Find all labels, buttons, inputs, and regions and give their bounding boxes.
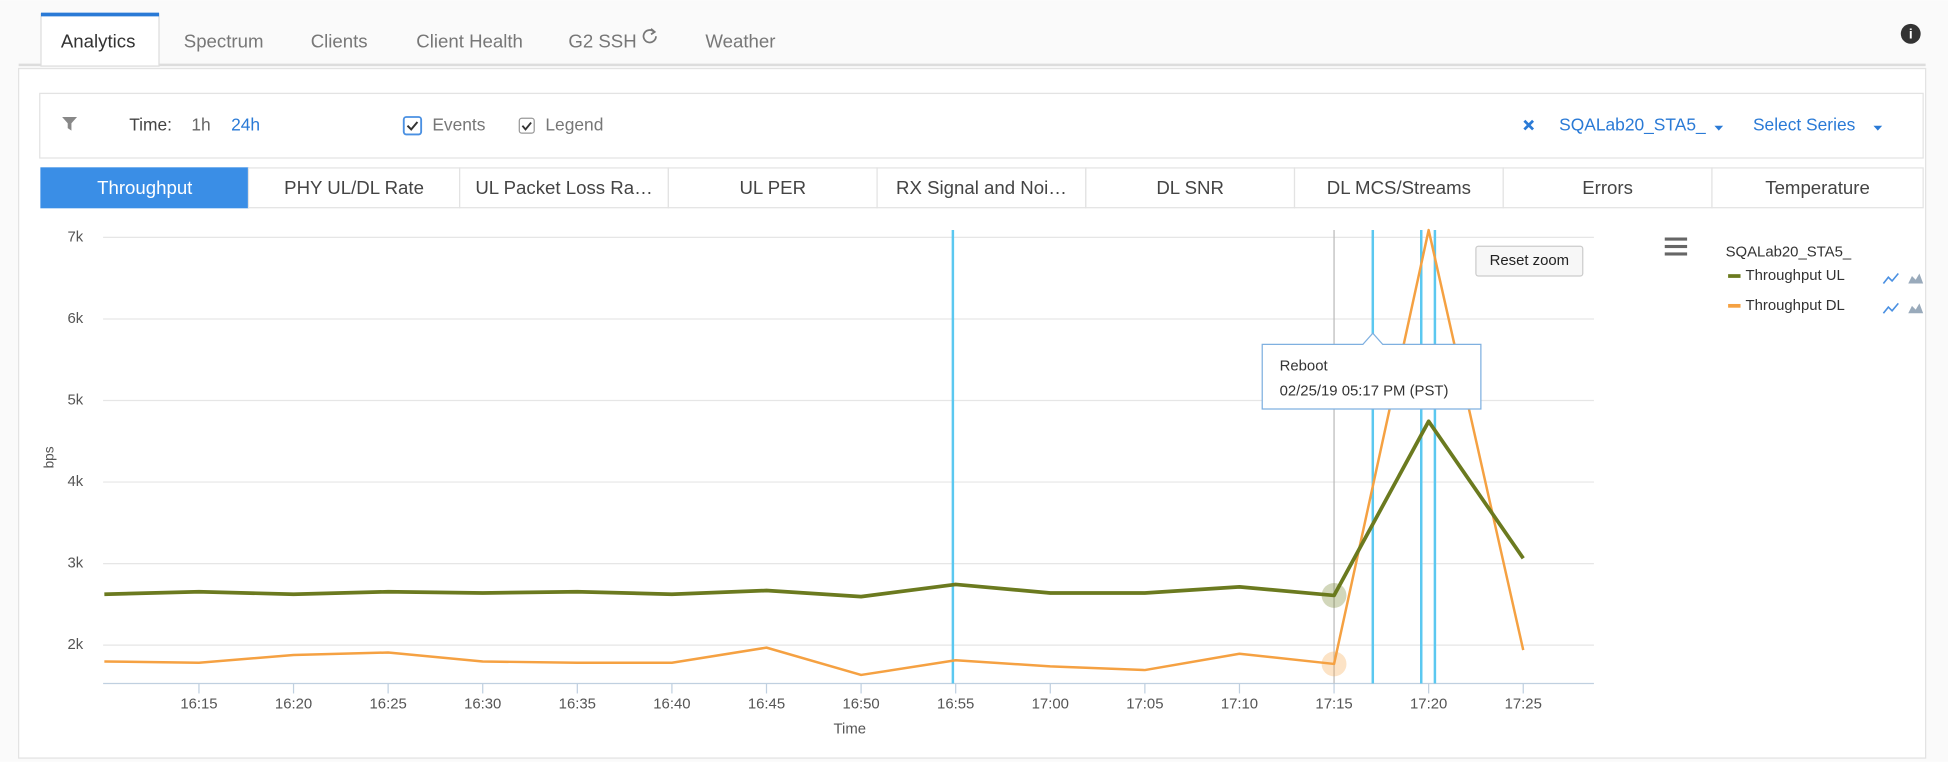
y-tick-label: 2k	[68, 637, 84, 653]
x-tick-label: 17:20	[1410, 697, 1447, 713]
metric-tab-label[interactable]: UL Packet Loss Ra…	[475, 177, 652, 198]
series-line	[104, 228, 1525, 677]
time-label: Time:	[129, 114, 172, 134]
chart: bps Time 2k 3k 4k 5k 6k 7k 16:15 16:20 16:25 16:3…	[41, 228, 1924, 737]
tabs: Analytics Spectrum Clients Client Health G2 …	[40, 12, 775, 67]
series-chip[interactable]: SQALab20_STA5_	[1559, 114, 1706, 134]
tooltip-text: 02/25/19 05:17 PM (PST)	[1280, 383, 1449, 399]
metric-tab[interactable]	[1502, 167, 1713, 209]
time-option[interactable]: 24h	[231, 114, 260, 134]
legend-label[interactable]: Legend	[545, 114, 603, 134]
metric-tab-label[interactable]: DL SNR	[1156, 177, 1224, 198]
metric-tab-label[interactable]: DL MCS/Streams	[1327, 177, 1471, 198]
tooltip	[1261, 332, 1482, 410]
x-tick-label: 16:25	[370, 697, 407, 713]
metric-tab-label[interactable]: RX Signal and Noi…	[896, 177, 1067, 198]
legend-line-icon[interactable]	[1882, 273, 1899, 284]
reset-zoom-button[interactable]	[1475, 245, 1584, 277]
metric-tab-label[interactable]: Throughput	[97, 177, 193, 198]
y-tick-label: 3k	[68, 556, 84, 572]
metric-tab-label[interactable]: Errors	[1582, 177, 1633, 198]
x-tick-label: 17:00	[1032, 697, 1069, 713]
hover-point	[1321, 651, 1347, 677]
caret	[1714, 125, 1724, 131]
metric-tab[interactable]	[459, 167, 670, 209]
tab[interactable]: Clients	[311, 30, 368, 51]
hover-point	[1321, 583, 1347, 608]
metric-tab[interactable]	[40, 167, 250, 209]
reset-zoom-label[interactable]: Reset zoom	[1490, 253, 1569, 269]
menu-icon[interactable]	[1664, 252, 1688, 256]
events-label[interactable]: Events	[432, 114, 485, 134]
metric-tab[interactable]	[1293, 167, 1504, 209]
metric-tab-label[interactable]: Temperature	[1765, 177, 1870, 198]
series-line	[104, 419, 1525, 599]
info-icon[interactable]	[1900, 23, 1921, 44]
y-tick-label: 7k	[68, 229, 84, 245]
x-tick-label: 16:15	[180, 697, 217, 713]
y-axis-title: bps	[41, 446, 56, 468]
x-tick-label: 17:15	[1315, 697, 1352, 713]
x-tick-label: 16:35	[559, 697, 596, 713]
metric-tab[interactable]	[1085, 167, 1296, 209]
metric-tab-label[interactable]: PHY UL/DL Rate	[284, 177, 424, 198]
select-series[interactable]: Select Series	[1753, 114, 1856, 134]
metric-tab-label[interactable]: UL PER	[739, 177, 806, 198]
metric-tabs: Throughput PHY UL/DL Rate UL Packet Loss R…	[40, 167, 1924, 209]
checkbox[interactable]	[402, 116, 423, 136]
check	[521, 122, 532, 131]
active-tab-bar	[40, 12, 160, 17]
metric-tab[interactable]	[876, 167, 1087, 209]
x-tick-label: 16:50	[842, 697, 879, 713]
x-tick-label: 16:45	[748, 697, 785, 713]
x-axis-title: Time	[833, 721, 866, 737]
tab[interactable]: G2 SSH	[568, 30, 636, 51]
legend-label[interactable]: Throughput DL	[1745, 298, 1844, 314]
active-tab[interactable]	[40, 13, 160, 67]
x-tick-label: 17:25	[1505, 697, 1542, 713]
legend-line-icon[interactable]	[1882, 302, 1899, 314]
legend-title: SQALab20_STA5_	[1726, 244, 1852, 260]
metric-tab[interactable]	[1711, 167, 1924, 209]
y-tick-label: 5k	[68, 392, 84, 408]
x-tick-label: 16:40	[653, 697, 690, 713]
tooltip-title: Reboot	[1280, 359, 1329, 375]
toolbar	[39, 92, 1924, 159]
info-glyph: i	[1909, 27, 1913, 42]
tab[interactable]: Analytics	[61, 30, 136, 51]
legend-label[interactable]: Throughput UL	[1745, 268, 1844, 284]
tab[interactable]: Weather	[705, 30, 775, 51]
check	[406, 121, 419, 131]
menu-icon[interactable]	[1664, 244, 1688, 249]
refresh-arrow	[650, 28, 657, 36]
checkbox[interactable]	[518, 117, 535, 134]
y-tick-label: 4k	[68, 474, 84, 490]
tab[interactable]: Client Health	[416, 30, 523, 51]
legend-area-icon[interactable]	[1908, 303, 1924, 314]
menu-icon[interactable]	[1664, 237, 1688, 241]
tab[interactable]: Spectrum	[184, 30, 264, 51]
x-tick-label: 16:55	[937, 697, 974, 713]
filter-icon[interactable]	[62, 117, 78, 131]
caret	[1873, 125, 1883, 131]
x-tick-label: 17:10	[1221, 697, 1258, 713]
remove-series[interactable]	[1523, 119, 1535, 131]
x-tick-label: 16:30	[464, 697, 501, 713]
y-tick-label: 6k	[68, 311, 84, 327]
metric-tab[interactable]	[667, 167, 878, 209]
time-option[interactable]: 1h	[191, 114, 210, 134]
x-tick-label: 16:20	[275, 697, 312, 713]
refresh-icon	[642, 29, 657, 44]
x-tick-label: 17:05	[1126, 697, 1163, 713]
